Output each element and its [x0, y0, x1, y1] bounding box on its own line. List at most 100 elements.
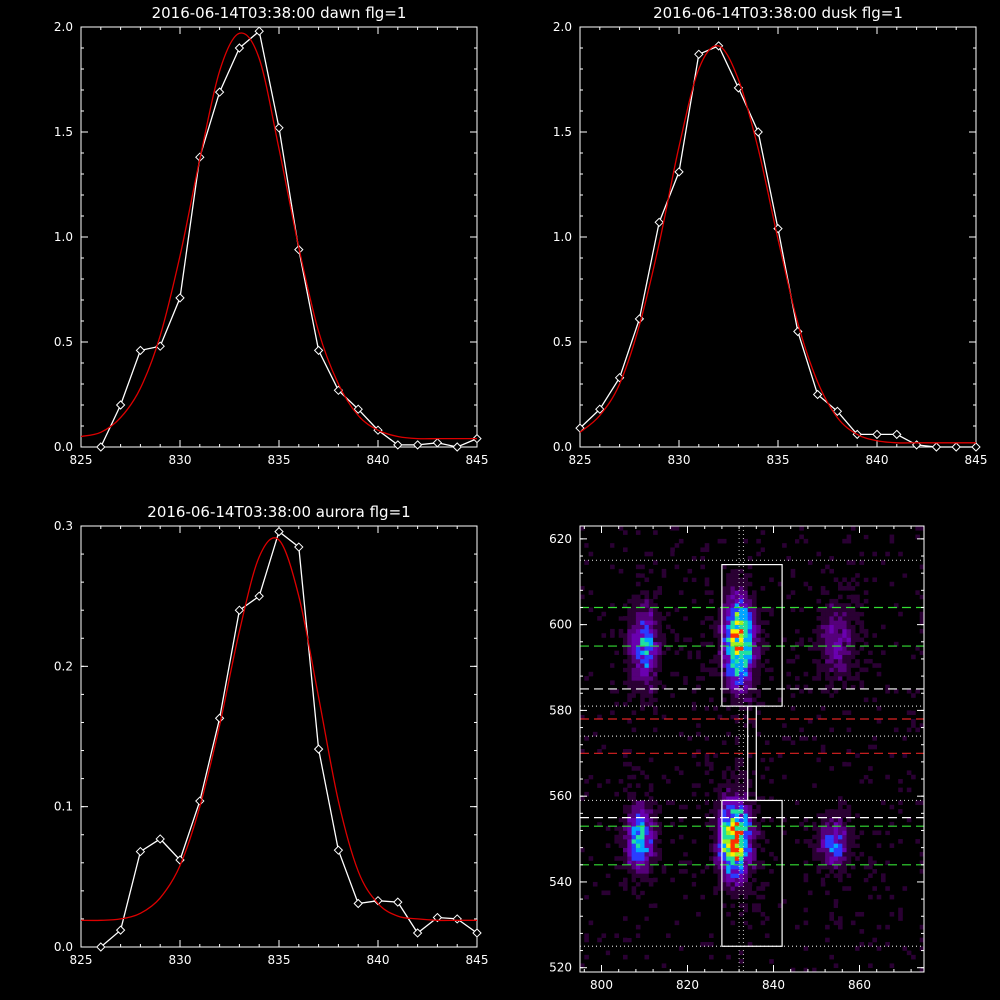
heatmap-cell — [644, 813, 650, 818]
heatmap-cell — [825, 753, 830, 758]
heatmap-cell — [915, 577, 920, 583]
heatmap-cell — [743, 851, 748, 857]
heatmap-cell — [666, 564, 671, 570]
heatmap-cell — [670, 616, 675, 621]
heatmap-cell — [743, 577, 748, 583]
heatmap-cell — [919, 564, 925, 570]
heatmap-cell — [721, 851, 727, 857]
heatmap-cell — [721, 667, 727, 673]
aurora-data-point — [96, 942, 106, 952]
heatmap-cell — [863, 641, 869, 647]
heatmap-cell — [635, 581, 641, 587]
heatmap-cell — [644, 581, 650, 587]
heatmap-cell — [807, 710, 813, 715]
heatmap-cell — [752, 950, 757, 956]
heatmap-cell — [721, 903, 727, 908]
heatmap-cell — [627, 607, 632, 613]
heatmap-cell — [597, 684, 602, 690]
heatmap-cell — [653, 658, 658, 664]
heatmap-cell — [850, 667, 856, 673]
heatmap-cell — [640, 710, 645, 715]
heatmap-cell — [601, 791, 607, 797]
heatmap-cell — [812, 564, 817, 570]
heatmap-cell — [863, 573, 869, 578]
heatmap-cell — [872, 937, 877, 943]
heatmap-cell — [833, 658, 839, 664]
heatmap-cell — [838, 650, 843, 655]
heatmap-cell — [666, 937, 671, 943]
heatmap-cell — [739, 667, 744, 673]
heatmap-cell — [635, 594, 641, 600]
heatmap-cell — [648, 688, 654, 694]
heatmap-cell — [842, 856, 847, 861]
heatmap-cell — [584, 779, 589, 784]
heatmap-cell — [876, 924, 882, 930]
heatmap-cell — [605, 779, 611, 784]
heatmap-cell — [661, 826, 667, 831]
heatmap-cell — [657, 890, 662, 896]
heatmap-cell — [614, 864, 619, 870]
heatmap-cell — [743, 693, 748, 698]
heatmap-cell — [777, 907, 783, 913]
heatmap-cell — [739, 911, 744, 917]
heatmap-cell — [825, 873, 830, 878]
heatmap-cell — [872, 736, 877, 741]
heatmap-cell — [648, 624, 654, 630]
heatmap-cell — [743, 770, 748, 776]
heatmap-cell — [726, 813, 731, 818]
heatmap-cell — [752, 607, 757, 613]
heatmap-cell — [627, 856, 632, 861]
heatmap-cell — [838, 676, 843, 681]
heatmap-cell — [644, 881, 650, 887]
heatmap-cell — [773, 813, 779, 818]
heatmap-cell — [605, 761, 611, 767]
heatmap-cell — [764, 646, 770, 651]
heatmap-cell — [610, 710, 615, 715]
heatmap-cell — [838, 667, 843, 673]
heatmap-cell — [743, 809, 748, 814]
heatmap-cell — [868, 766, 873, 771]
heatmap-cell — [726, 881, 731, 887]
heatmap-cell — [623, 830, 628, 836]
heatmap-cell — [726, 577, 731, 583]
heatmap-cell — [683, 637, 688, 643]
heatmap-cell — [876, 830, 882, 836]
heatmap-cell — [786, 736, 791, 741]
heatmap-cell — [687, 864, 693, 870]
heatmap-cell — [816, 624, 822, 630]
heatmap-cell — [623, 697, 628, 703]
heatmap-cell — [885, 791, 890, 797]
heatmap-cell — [816, 641, 822, 647]
heatmap-cell — [580, 911, 585, 917]
heatmap-cell — [812, 628, 817, 634]
heatmap-cell — [825, 646, 830, 651]
heatmap-cell — [721, 839, 727, 844]
heatmap-cell — [838, 646, 843, 651]
heatmap-cell — [752, 839, 757, 844]
heatmap-cell — [623, 680, 628, 685]
heatmap-cell — [790, 967, 796, 973]
heatmap-cell — [721, 616, 727, 621]
heatmap-cell — [919, 581, 925, 587]
heatmap-cell — [644, 646, 650, 651]
heatmap-cell — [829, 834, 834, 840]
heatmap-cell — [584, 941, 589, 947]
heatmap-cell — [752, 813, 757, 818]
heatmap-cell — [635, 671, 641, 677]
heatmap-cell — [640, 620, 645, 625]
heatmap-cell — [648, 551, 654, 557]
heatmap-cell — [640, 706, 645, 711]
heatmap-cell — [734, 894, 740, 900]
heatmap-cell — [614, 650, 619, 655]
heatmap-cell — [764, 881, 770, 887]
heatmap-cell — [855, 598, 860, 604]
heatmap-cell — [627, 890, 632, 896]
heatmap-cell — [623, 761, 628, 767]
heatmap-cell — [678, 869, 684, 874]
heatmap-cell — [756, 821, 761, 827]
heatmap-cell — [670, 556, 675, 561]
heatmap-cell — [666, 911, 671, 917]
heatmap-cell — [790, 749, 796, 754]
heatmap-cell — [855, 911, 860, 917]
heatmap-cell — [825, 834, 830, 840]
